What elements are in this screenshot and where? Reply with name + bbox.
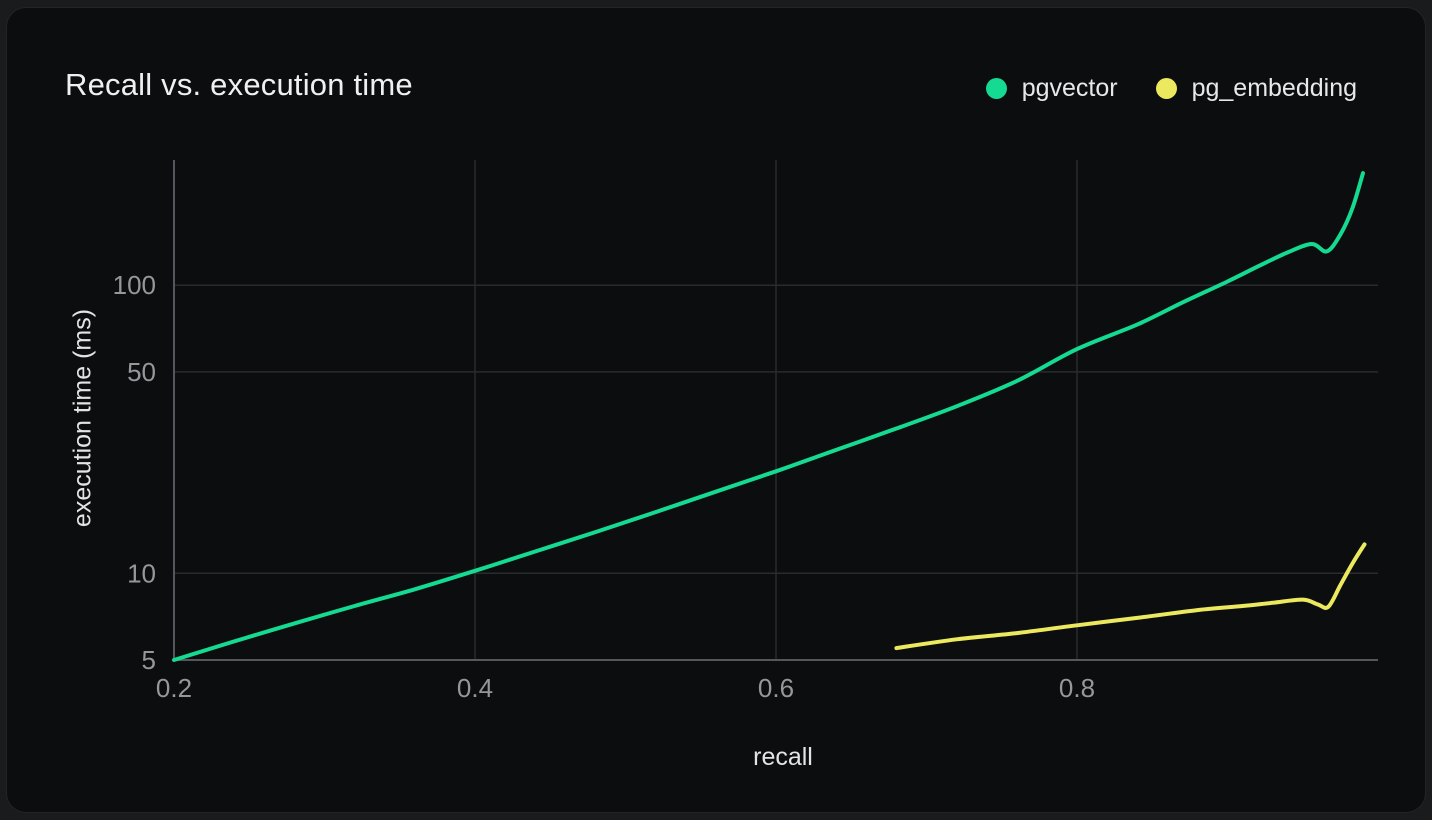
legend-label-pg-embedding: pg_embedding [1191,74,1357,102]
grid-lines [174,160,1378,660]
x-axis-title: recall [753,743,813,771]
x-tick-labels: 0.2 0.4 0.6 0.8 [156,673,1095,703]
pgvector-line [172,171,1365,662]
legend-item-pg-embedding[interactable]: pg_embedding [1155,74,1357,103]
pg-embedding-dot-icon [1155,78,1177,99]
y-tick-label: 100 [113,270,156,300]
y-tick-labels: 5 10 50 100 [113,270,156,675]
legend-item-pgvector[interactable]: pgvector [985,74,1118,103]
pgvector-dot-icon [985,78,1007,99]
y-tick-label: 10 [127,558,156,588]
x-tick-label: 0.6 [758,673,794,703]
pg_embedding-line [894,542,1367,651]
legend: pgvector pg_embedding [985,74,1357,103]
y-tick-label: 50 [127,357,156,387]
y-tick-label: 5 [142,645,156,675]
x-tick-label: 0.8 [1059,673,1095,703]
legend-label-pgvector: pgvector [1021,74,1118,102]
x-tick-label: 0.4 [457,673,493,703]
chart-title: Recall vs. execution time [65,67,413,102]
x-tick-label: 0.2 [156,673,192,703]
chart-card: Recall vs. execution time pgvector pg_em… [6,7,1426,813]
axis-lines [173,160,1378,661]
